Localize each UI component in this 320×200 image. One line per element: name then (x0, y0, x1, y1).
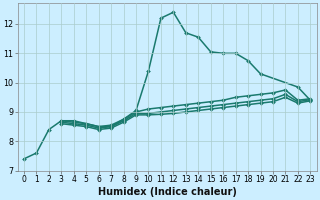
X-axis label: Humidex (Indice chaleur): Humidex (Indice chaleur) (98, 187, 236, 197)
